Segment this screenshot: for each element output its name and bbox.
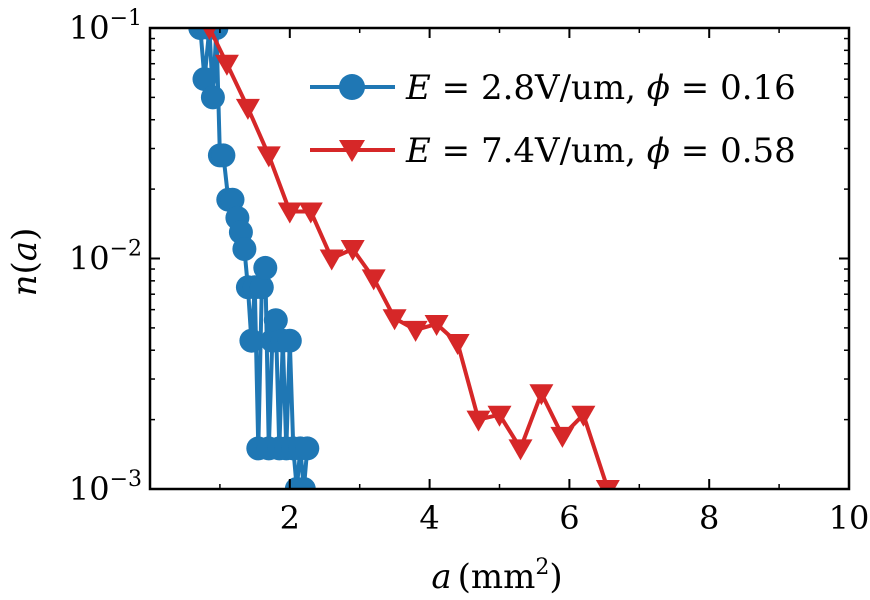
data-point xyxy=(192,67,217,92)
legend-marker-series-2 xyxy=(339,140,365,162)
data-point xyxy=(466,410,491,432)
data-point xyxy=(239,328,264,353)
series-layer xyxy=(188,28,620,489)
data-point xyxy=(487,405,512,427)
data-point xyxy=(277,328,302,353)
legend-marker-series-1 xyxy=(339,74,365,100)
data-point xyxy=(319,249,344,271)
legend-entry-series-1: E = 2.8V/um, ϕ = 0.16 xyxy=(310,68,796,108)
data-point xyxy=(298,202,323,224)
data-point xyxy=(202,28,217,40)
legend-label-series-2: E = 7.4V/um, ϕ = 0.58 xyxy=(405,131,796,171)
data-point xyxy=(529,384,554,406)
y-tick-label: 10−3 xyxy=(69,467,142,508)
data-point xyxy=(277,202,302,224)
data-point xyxy=(235,98,260,120)
data-point xyxy=(253,255,278,280)
data-point xyxy=(200,85,225,110)
data-point xyxy=(291,477,316,489)
data-point xyxy=(361,269,386,291)
x-tick-label: 8 xyxy=(699,499,719,537)
data-point xyxy=(424,315,449,336)
x-tick-label: 4 xyxy=(419,499,439,537)
series-line-2 xyxy=(207,28,610,489)
y-axis-label: n(a) xyxy=(5,228,45,297)
data-point xyxy=(595,480,620,489)
data-point xyxy=(295,436,320,461)
data-point xyxy=(508,439,533,461)
data-point xyxy=(382,309,407,331)
data-point xyxy=(211,143,236,168)
x-axis-label: a (mm2) xyxy=(431,555,562,597)
data-point xyxy=(571,405,596,427)
legend-entry-series-2: E = 7.4V/um, ϕ = 0.58 xyxy=(310,131,796,171)
y-tick-label: 10−1 xyxy=(69,6,142,47)
series-2 xyxy=(202,28,620,489)
data-point xyxy=(249,275,274,300)
x-tick-label: 2 xyxy=(280,499,300,537)
data-point xyxy=(232,237,257,261)
data-point xyxy=(403,320,428,342)
series-line-1 xyxy=(198,28,310,489)
data-point xyxy=(214,54,239,76)
data-point xyxy=(220,187,245,212)
tick-layer: 2 4 6 8 10 10−3 10−2 10−1 xyxy=(69,6,870,537)
x-tick-label: 10 xyxy=(829,499,870,537)
data-point xyxy=(445,334,470,355)
data-point xyxy=(256,146,281,168)
data-point xyxy=(263,308,288,333)
series-1 xyxy=(188,28,320,489)
legend-label-series-1: E = 2.8V/um, ϕ = 0.16 xyxy=(405,68,796,108)
data-point xyxy=(550,426,575,448)
data-point xyxy=(340,240,365,261)
y-tick-label: 10−2 xyxy=(69,237,142,278)
legend: E = 2.8V/um, ϕ = 0.16 E = 7.4V/um, ϕ = 0… xyxy=(310,68,796,171)
x-tick-label: 6 xyxy=(559,499,579,537)
